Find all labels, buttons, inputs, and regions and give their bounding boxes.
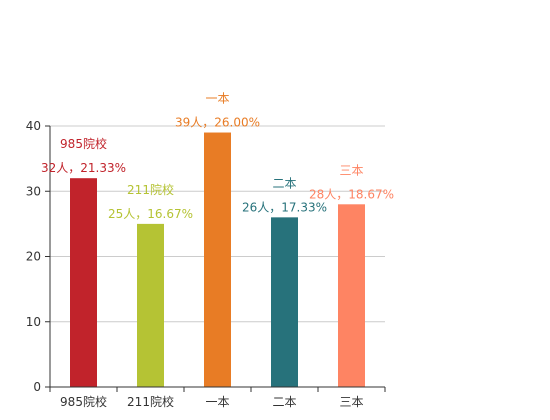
bar: [137, 223, 164, 387]
data-label-name: 二本: [272, 176, 296, 190]
bars: [70, 132, 365, 387]
data-label-name: 985院校: [60, 136, 107, 151]
y-tick-label: 40: [26, 119, 41, 133]
y-tick-label: 30: [26, 184, 41, 198]
data-label-name: 三本: [339, 163, 363, 177]
x-tick-label: 二本: [272, 395, 296, 409]
x-tick-label: 211院校: [127, 394, 174, 409]
y-tick-label: 20: [26, 250, 41, 264]
bar: [271, 217, 298, 387]
x-tick-label: 三本: [339, 395, 363, 409]
x-tick-label: 985院校: [60, 394, 107, 409]
data-label-detail: 25人，16.67%: [108, 207, 193, 221]
data-label-name: 211院校: [127, 182, 174, 197]
data-label-detail: 39人，26.00%: [175, 116, 260, 130]
y-tick-label: 0: [33, 380, 41, 394]
bar: [70, 178, 97, 387]
y-tick-label: 10: [26, 315, 41, 329]
data-label-detail: 28人，18.67%: [309, 187, 394, 201]
bar: [204, 132, 231, 387]
data-labels: 985院校 32人，21.33%211院校 25人，16.67% 一本 39人，26.0…: [41, 92, 394, 221]
data-label-name: 一本: [205, 92, 229, 106]
data-label-detail: 32人，21.33%: [41, 161, 126, 175]
data-label-detail: 26人，17.33%: [242, 200, 327, 214]
bar: [338, 204, 365, 387]
x-tick-label: 一本: [205, 395, 229, 409]
